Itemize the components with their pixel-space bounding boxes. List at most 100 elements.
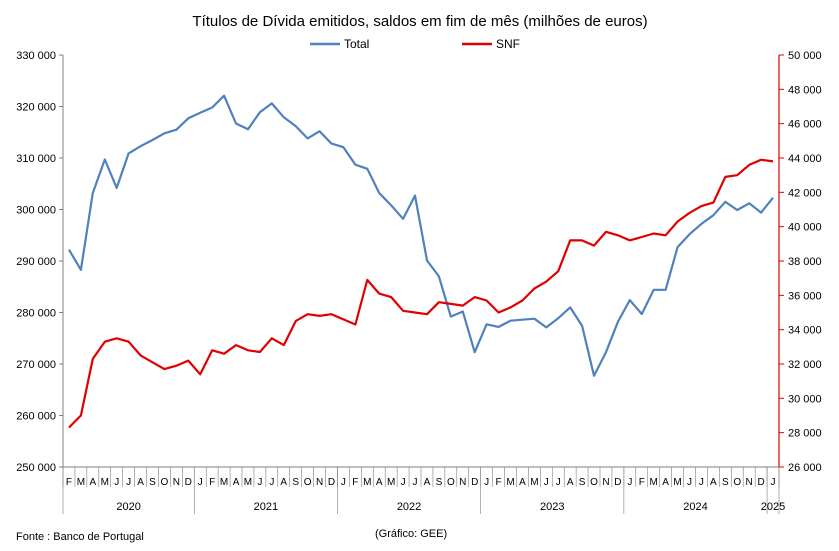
series-line-total xyxy=(68,94,774,377)
x-month-label: O xyxy=(161,477,169,488)
x-month-label: N xyxy=(746,477,753,488)
x-month-label: F xyxy=(496,477,502,488)
right-tick-label: 28 000 xyxy=(788,428,822,440)
x-month-label: F xyxy=(352,477,358,488)
x-month-label: A xyxy=(567,477,574,488)
left-tick-label: 330 000 xyxy=(16,50,56,62)
x-month-label: D xyxy=(328,477,335,488)
left-tick-label: 270 000 xyxy=(16,359,56,371)
x-month-label: D xyxy=(614,477,621,488)
x-month-label: M xyxy=(101,477,109,488)
x-month-label: M xyxy=(363,477,371,488)
x-month-label: M xyxy=(530,477,538,488)
x-month-label: O xyxy=(304,477,312,488)
x-month-label: N xyxy=(173,477,180,488)
x-month-label: O xyxy=(590,477,598,488)
x-month-label: M xyxy=(506,477,514,488)
x-month-label: A xyxy=(519,477,526,488)
x-month-label: J xyxy=(401,477,406,488)
x-year-label: 2022 xyxy=(397,501,421,513)
x-year-label: 2020 xyxy=(116,501,140,513)
right-tick-label: 34 000 xyxy=(788,325,822,337)
right-tick-label: 48 000 xyxy=(788,84,822,96)
right-tick-label: 42 000 xyxy=(788,187,822,199)
x-month-label: J xyxy=(114,477,119,488)
x-month-label: J xyxy=(771,477,776,488)
x-month-label: J xyxy=(198,477,203,488)
x-month-label: F xyxy=(639,477,645,488)
legend: Total SNF xyxy=(310,37,520,51)
x-month-label: A xyxy=(710,477,717,488)
right-tick-label: 26 000 xyxy=(788,462,822,474)
left-tick-label: 260 000 xyxy=(16,411,56,423)
x-month-label: F xyxy=(209,477,215,488)
credit-note: (Gráfico: GEE) xyxy=(375,528,447,540)
x-month-label: M xyxy=(220,477,228,488)
x-month-label: M xyxy=(673,477,681,488)
series-line-snf xyxy=(68,158,774,429)
x-month-label: A xyxy=(376,477,383,488)
x-month-label: J xyxy=(126,477,131,488)
x-month-label: D xyxy=(185,477,192,488)
x-month-label: J xyxy=(544,477,549,488)
right-tick-label: 50 000 xyxy=(788,50,822,62)
left-tick-label: 290 000 xyxy=(16,256,56,268)
x-month-label: F xyxy=(66,477,72,488)
x-month-label: A xyxy=(233,477,240,488)
x-month-label: N xyxy=(316,477,323,488)
x-month-label: J xyxy=(556,477,561,488)
x-month-label: S xyxy=(722,477,729,488)
x-month-label: D xyxy=(757,477,764,488)
right-tick-label: 32 000 xyxy=(788,359,822,371)
x-year-label: 2021 xyxy=(254,501,278,513)
right-tick-label: 44 000 xyxy=(788,153,822,165)
left-tick-label: 280 000 xyxy=(16,308,56,320)
x-month-label: N xyxy=(602,477,609,488)
x-year-label: 2025 xyxy=(761,501,785,513)
x-month-label: J xyxy=(687,477,692,488)
left-tick-label: 310 000 xyxy=(16,153,56,165)
x-month-label: M xyxy=(244,477,252,488)
x-month-label: J xyxy=(484,477,489,488)
x-month-label: J xyxy=(627,477,632,488)
x-month-label: J xyxy=(341,477,346,488)
x-month-label: A xyxy=(137,477,144,488)
left-tick-label: 250 000 xyxy=(16,462,56,474)
legend-label-snf: SNF xyxy=(496,37,520,51)
x-year-label: 2023 xyxy=(540,501,564,513)
x-month-label: A xyxy=(280,477,287,488)
right-tick-label: 30 000 xyxy=(788,393,822,405)
right-tick-label: 38 000 xyxy=(788,256,822,268)
x-year-label: 2024 xyxy=(683,501,707,513)
x-month-label: D xyxy=(471,477,478,488)
x-month-label: S xyxy=(292,477,299,488)
x-month-label: M xyxy=(387,477,395,488)
left-tick-label: 320 000 xyxy=(16,102,56,114)
source-note: Fonte : Banco de Portugal xyxy=(16,531,144,543)
x-month-label: J xyxy=(269,477,274,488)
x-month-label: J xyxy=(257,477,262,488)
x-month-label: O xyxy=(447,477,455,488)
left-tick-label: 300 000 xyxy=(16,205,56,217)
x-month-label: A xyxy=(662,477,669,488)
axes: 250 000 260 000 270 000 280 000 290 000 300 0… xyxy=(16,50,821,474)
x-month-label: J xyxy=(413,477,418,488)
x-month-label: A xyxy=(89,477,96,488)
chart-title: Títulos de Dívida emitidos, saldos em fi… xyxy=(192,13,647,30)
x-month-label: S xyxy=(436,477,443,488)
x-month-label: M xyxy=(650,477,658,488)
right-tick-label: 46 000 xyxy=(788,119,822,131)
x-month-label: M xyxy=(77,477,85,488)
series-lines xyxy=(68,94,774,429)
x-month-label: N xyxy=(459,477,466,488)
right-tick-label: 36 000 xyxy=(788,290,822,302)
x-month-label: O xyxy=(733,477,741,488)
x-month-label: J xyxy=(699,477,704,488)
right-tick-label: 40 000 xyxy=(788,222,822,234)
x-month-label: S xyxy=(579,477,586,488)
legend-label-total: Total xyxy=(344,37,369,51)
x-month-label: A xyxy=(424,477,431,488)
x-month-label: S xyxy=(149,477,156,488)
